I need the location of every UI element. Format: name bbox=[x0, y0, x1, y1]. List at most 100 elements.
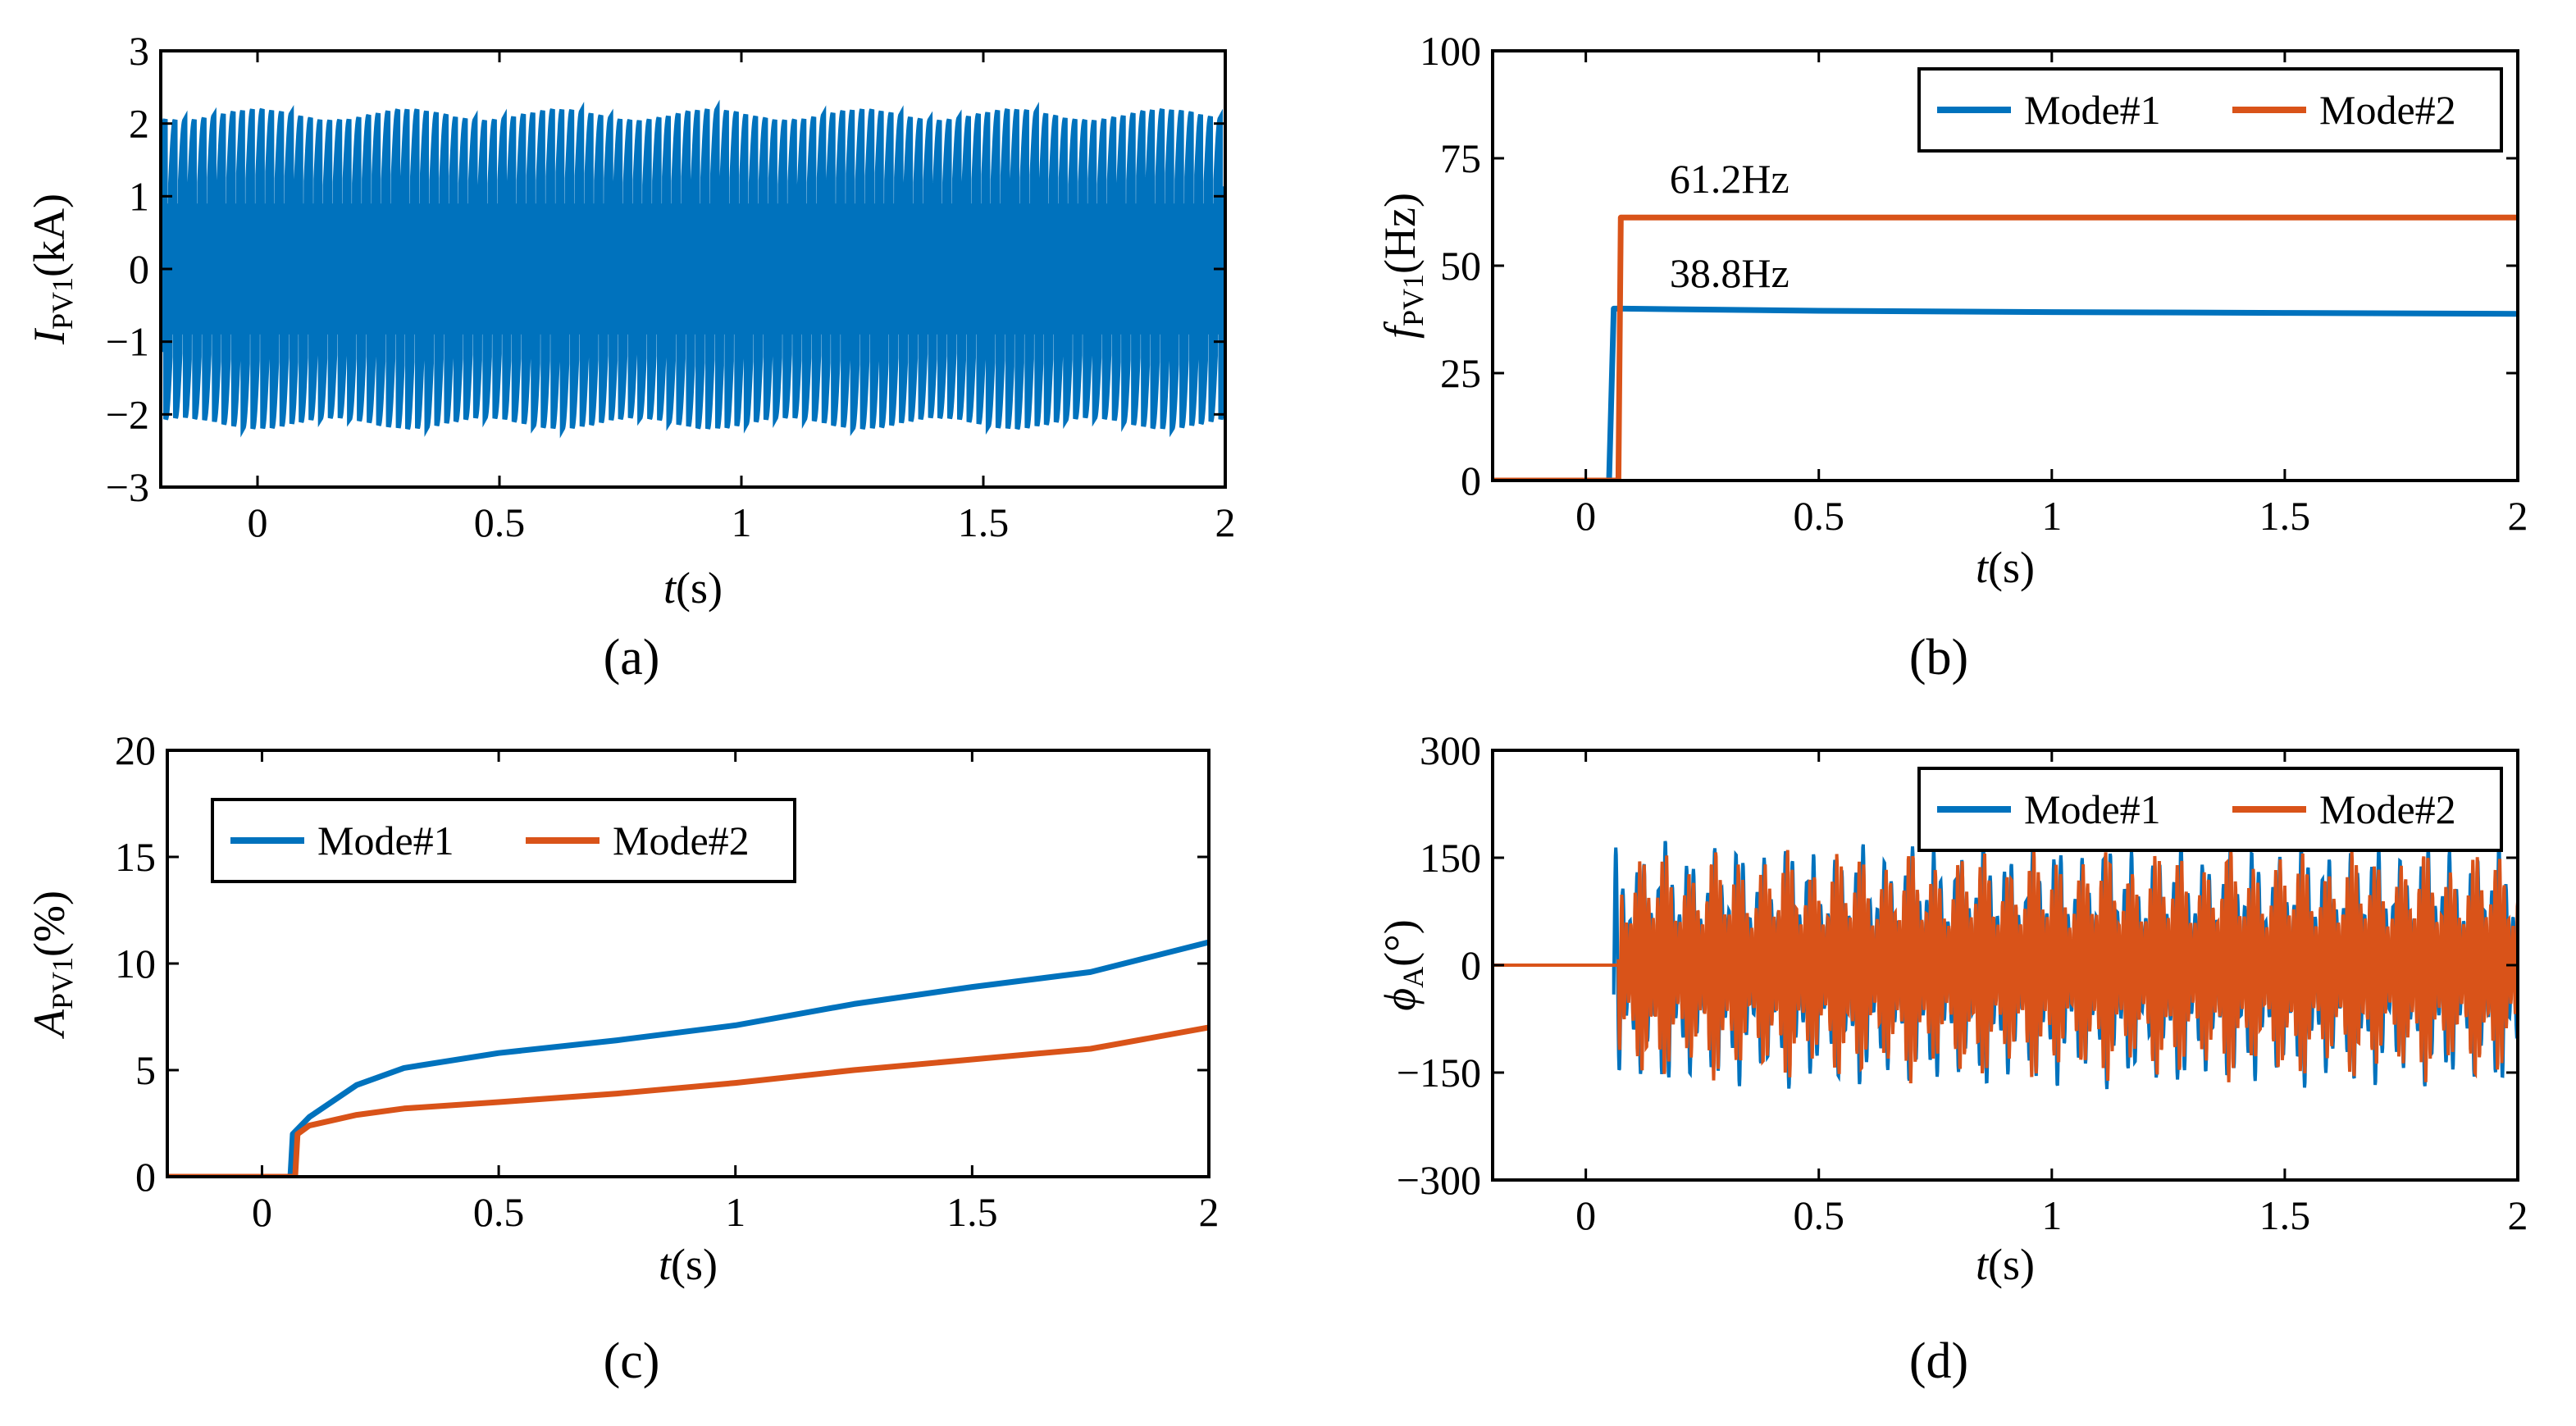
series-a-i-pv1 bbox=[161, 99, 1225, 439]
plot-area-a bbox=[161, 99, 1225, 439]
legend-label: Mode#1 bbox=[2024, 87, 2161, 133]
ytick-label: 0 bbox=[1461, 942, 1481, 988]
ytick-label: −3 bbox=[106, 464, 149, 510]
panel-b: 0 0.5 1 1.5 2 0 25 50 75 100 t(s) fPV1(Hz) (b) 61.2Hz… bbox=[1375, 28, 2528, 686]
ytick-label: 20 bbox=[115, 727, 156, 773]
xtick-label: 0 bbox=[248, 499, 268, 545]
plot-area-d bbox=[1493, 841, 2518, 1090]
caption-a: (a) bbox=[604, 630, 660, 686]
caption-b: (b) bbox=[1909, 630, 1968, 686]
xlabel-unit: (s) bbox=[676, 563, 723, 613]
xtick-label: 1.5 bbox=[2259, 493, 2311, 539]
xlabel-a: t(s) bbox=[663, 563, 723, 613]
xtick-label: 2 bbox=[1199, 1189, 1220, 1235]
annotation: 61.2Hz bbox=[1670, 156, 1790, 202]
ylabel-c: APV1(%) bbox=[25, 891, 79, 1039]
ytick-label: −150 bbox=[1397, 1050, 1481, 1096]
xtick-label: 1 bbox=[732, 499, 752, 545]
legend-b: Mode#1 Mode#2 bbox=[1917, 67, 2503, 153]
panel-a: 0 0.5 1 1.5 2 −3 −2 −1 0 1 2 3 t(s) IPV1(kA) (a) bbox=[25, 28, 1236, 686]
ylabel-var: A bbox=[25, 1009, 74, 1039]
series-b-mode-2 bbox=[1493, 214, 2518, 481]
caption-d: (d) bbox=[1909, 1333, 1968, 1389]
ytick-label: 25 bbox=[1440, 350, 1481, 396]
series-b-mode-1 bbox=[1493, 305, 2518, 481]
series-a-dense-band bbox=[161, 203, 1225, 335]
xtick-label: 1 bbox=[725, 1189, 745, 1235]
ytick-label: 5 bbox=[135, 1047, 156, 1093]
xlabel-var: t bbox=[1976, 543, 1990, 592]
ylabel-sub: PV1 bbox=[46, 277, 79, 330]
xlabel-c: t(s) bbox=[659, 1240, 718, 1289]
xtick-label: 0.5 bbox=[1793, 493, 1844, 539]
series-c-mode-2 bbox=[167, 1024, 1209, 1177]
legend-label: Mode#1 bbox=[317, 818, 454, 863]
xlabel-unit: (s) bbox=[671, 1240, 718, 1289]
ytick-label: −2 bbox=[106, 391, 149, 437]
xlabel-b: t(s) bbox=[1976, 543, 2035, 592]
ytick-label: 0 bbox=[135, 1154, 156, 1200]
ytick-label: 15 bbox=[115, 834, 156, 880]
xtick-label: 1 bbox=[2041, 493, 2062, 539]
legend-d: Mode#1 Mode#2 bbox=[1917, 767, 2503, 852]
xlabel-unit: (s) bbox=[1988, 543, 2035, 592]
xlabel-var: t bbox=[1976, 1240, 1990, 1289]
ylabel-var: I bbox=[25, 327, 74, 345]
ytick-label: 75 bbox=[1440, 135, 1481, 181]
xtick-label: 0 bbox=[1575, 493, 1596, 539]
series-c-mode-1 bbox=[167, 939, 1209, 1177]
xtick-label: 0 bbox=[1575, 1192, 1596, 1238]
ylabel-unit: (%) bbox=[25, 891, 74, 957]
legend-label: Mode#1 bbox=[2024, 786, 2161, 832]
ylabel-b: fPV1(Hz) bbox=[1375, 193, 1429, 339]
xtick-label: 0.5 bbox=[474, 499, 526, 545]
ytick-label: 2 bbox=[129, 101, 149, 147]
caption-c: (c) bbox=[604, 1333, 660, 1389]
ylabel-sub: A bbox=[1397, 967, 1429, 988]
ytick-label: 0 bbox=[129, 246, 149, 292]
ytick-label: 1 bbox=[129, 173, 149, 219]
series-d-mode-2 bbox=[1493, 850, 2518, 1084]
legend-box bbox=[211, 798, 796, 883]
xtick-label: 0.5 bbox=[1793, 1192, 1844, 1238]
xlabel-d: t(s) bbox=[1976, 1240, 2035, 1289]
annotation: 38.8Hz bbox=[1670, 250, 1790, 296]
ytick-label: 10 bbox=[115, 941, 156, 986]
xtick-label: 1.5 bbox=[946, 1189, 998, 1235]
ytick-label: 3 bbox=[129, 28, 149, 74]
xtick-label: 2 bbox=[1215, 499, 1236, 545]
ylabel-unit: (°) bbox=[1375, 919, 1425, 967]
ylabel-d: ϕA(°) bbox=[1375, 919, 1429, 1011]
ylabel-sub: PV1 bbox=[1397, 274, 1429, 326]
ytick-label: −300 bbox=[1397, 1157, 1481, 1203]
xtick-label: 1.5 bbox=[2259, 1192, 2311, 1238]
legend-box bbox=[1917, 767, 2503, 852]
ylabel-a: IPV1(kA) bbox=[25, 194, 79, 345]
xtick-label: 2 bbox=[2508, 1192, 2528, 1238]
ylabel-unit: (Hz) bbox=[1375, 193, 1425, 274]
legend-c: Mode#1 Mode#2 bbox=[211, 798, 796, 883]
ytick-label: 300 bbox=[1420, 727, 1481, 773]
plot-area-b bbox=[1493, 214, 2518, 481]
ytick-label: 150 bbox=[1420, 835, 1481, 881]
xtick-label: 0.5 bbox=[473, 1189, 525, 1235]
legend-box bbox=[1917, 67, 2503, 153]
xtick-label: 0 bbox=[252, 1189, 272, 1235]
ytick-label: 50 bbox=[1440, 243, 1481, 289]
plot-area-c bbox=[167, 939, 1209, 1177]
legend-label: Mode#2 bbox=[613, 818, 750, 863]
legend-label: Mode#2 bbox=[2319, 87, 2456, 133]
xtick-label: 1 bbox=[2041, 1192, 2062, 1238]
xlabel-unit: (s) bbox=[1988, 1240, 2035, 1289]
legend-label: Mode#2 bbox=[2319, 786, 2456, 832]
panel-d: 0 0.5 1 1.5 2 −300 −150 0 150 300 t(s) ϕA(°) (d) Mode… bbox=[1375, 727, 2528, 1389]
xlabel-var: t bbox=[659, 1240, 672, 1289]
xtick-label: 1.5 bbox=[958, 499, 1010, 545]
ylabel-sub: PV1 bbox=[46, 957, 79, 1009]
ytick-label: −1 bbox=[106, 319, 149, 365]
xlabel-var: t bbox=[663, 563, 677, 613]
ylabel-unit: (kA) bbox=[25, 194, 74, 277]
ytick-label: 100 bbox=[1420, 28, 1481, 74]
